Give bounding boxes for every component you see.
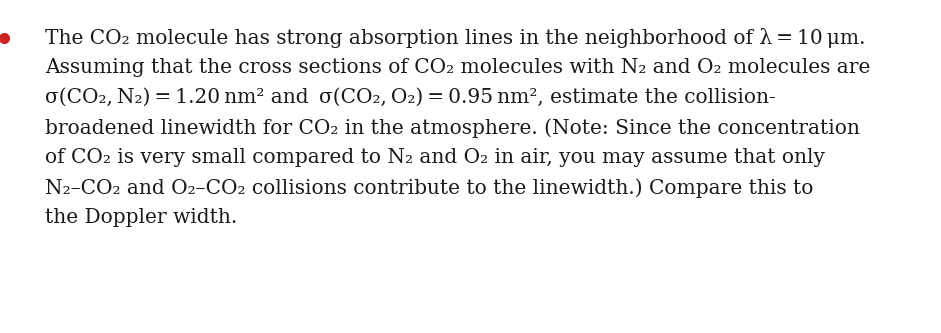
Text: σ(CO₂, N₂) = 1.20 nm² and  σ(CO₂, O₂) = 0.95 nm², estimate the collision-: σ(CO₂, N₂) = 1.20 nm² and σ(CO₂, O₂) = 0… xyxy=(45,88,776,107)
Text: The CO₂ molecule has strong absorption lines in the neighborhood of λ = 10 μm.: The CO₂ molecule has strong absorption l… xyxy=(45,28,866,48)
Text: of CO₂ is very small compared to N₂ and O₂ in air, you may assume that only: of CO₂ is very small compared to N₂ and … xyxy=(45,148,825,167)
Text: N₂–CO₂ and O₂–CO₂ collisions contribute to the linewidth.) Compare this to: N₂–CO₂ and O₂–CO₂ collisions contribute … xyxy=(45,178,814,198)
Text: the Doppler width.: the Doppler width. xyxy=(45,208,237,227)
Text: Assuming that the cross sections of CO₂ molecules with N₂ and O₂ molecules are: Assuming that the cross sections of CO₂ … xyxy=(45,58,870,77)
Text: broadened linewidth for CO₂ in the atmosphere. (Note: Since the concentration: broadened linewidth for CO₂ in the atmos… xyxy=(45,118,860,138)
